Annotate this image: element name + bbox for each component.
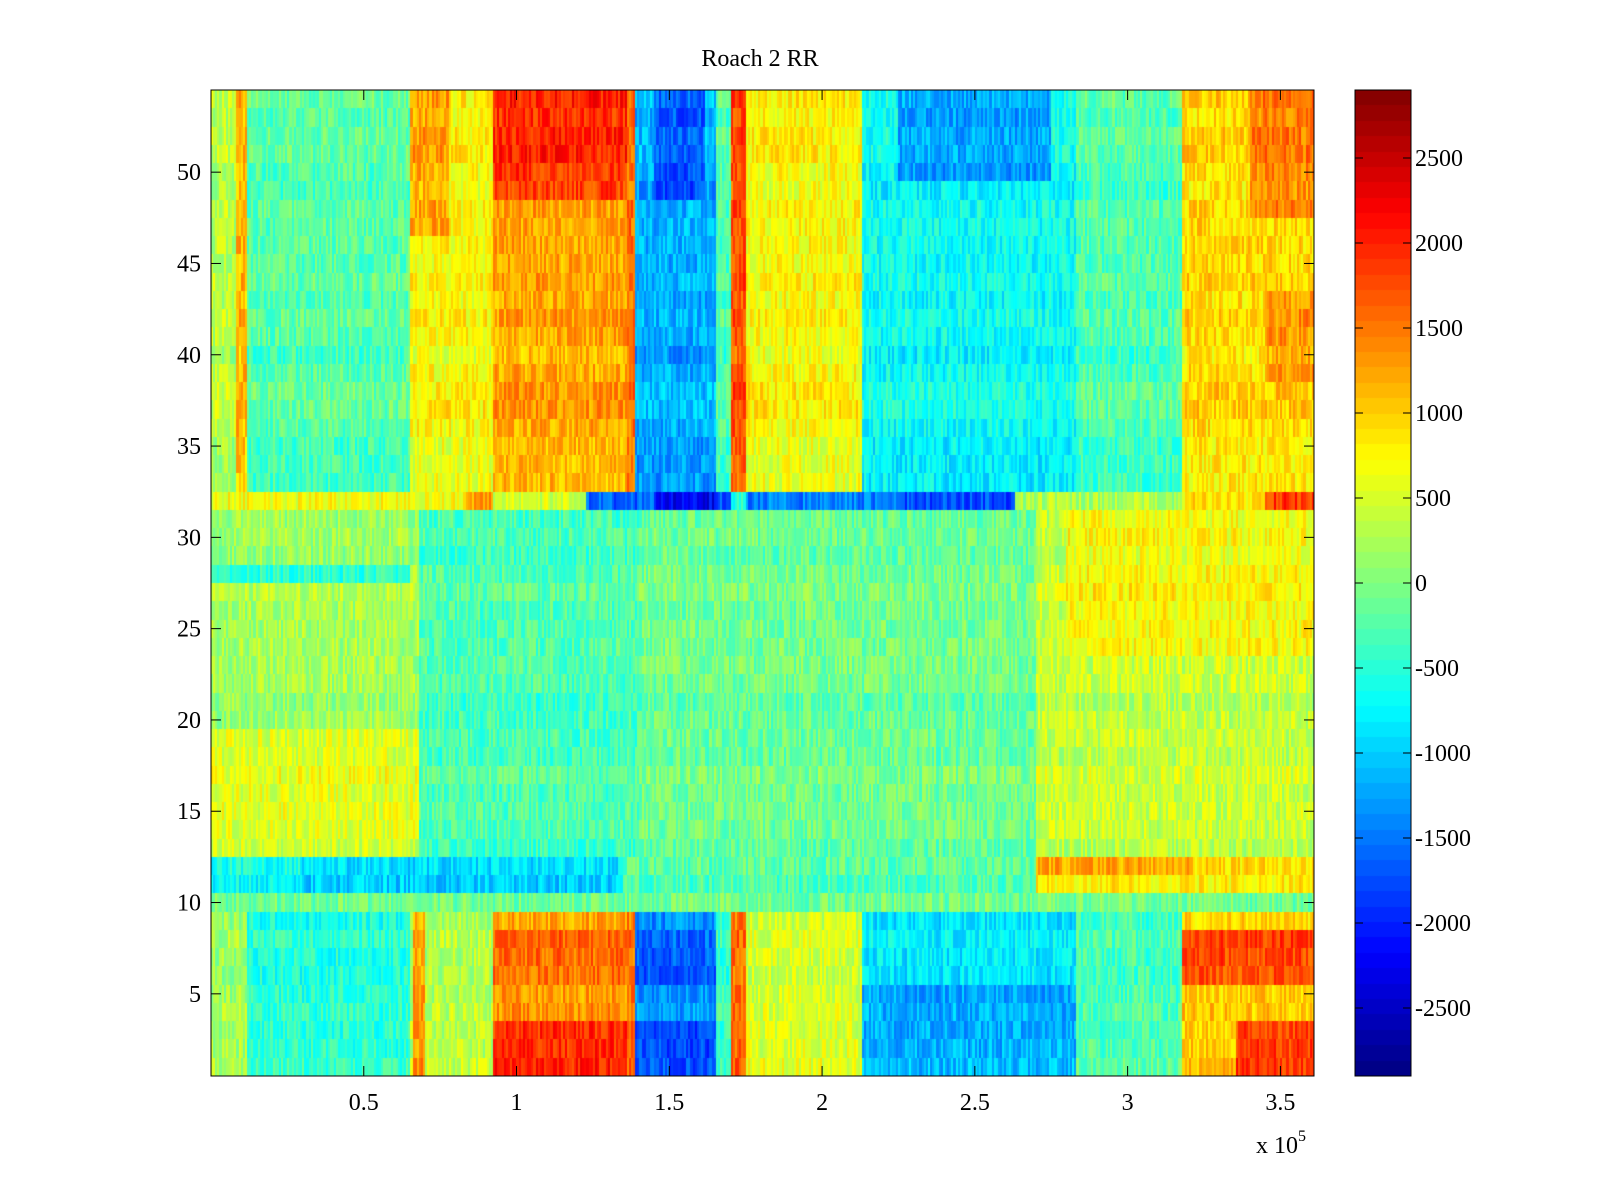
x-tick-label: 2.5 (960, 1090, 990, 1116)
y-tick-label: 15 (177, 799, 201, 825)
colorbar-tick-label: 0 (1415, 571, 1427, 597)
colorbar-tick-label: -1000 (1415, 741, 1471, 767)
colorbar-tick-label: 1000 (1415, 401, 1463, 427)
y-tick-label: 50 (177, 160, 201, 186)
x-axis-multiplier-prefix: x 10 (1256, 1133, 1298, 1159)
x-tick-label: 0.5 (349, 1090, 379, 1116)
colorbar-axis: 2500 2000 1500 1000 500 0 -500 -1000 -1500 -2000 -… (1355, 146, 1471, 1022)
chart-title: Roach 2 RR (701, 46, 818, 72)
y-tick-label: 10 (177, 891, 201, 917)
y-tick-label: 5 (189, 982, 201, 1008)
y-tick-label: 35 (177, 434, 201, 460)
y-tick-label: 40 (177, 343, 201, 369)
heatmap-image (211, 90, 1314, 1076)
y-tick-label: 20 (177, 708, 201, 734)
x-tick-label: 1.5 (654, 1090, 684, 1116)
x-axis: 0.5 1 1.5 2 2.5 3 3.5 (349, 90, 1295, 1116)
x-tick-label: 1 (511, 1090, 523, 1116)
colorbar-tick-label: -2500 (1415, 996, 1471, 1022)
x-tick-label: 3 (1122, 1090, 1134, 1116)
y-tick-label: 25 (177, 617, 201, 643)
colorbar-tick-label: 1500 (1415, 316, 1463, 342)
colorbar-gradient (1355, 90, 1411, 1076)
x-axis-multiplier-exponent: 5 (1298, 1128, 1306, 1145)
y-axis: 5 10 15 20 25 30 35 40 45 50 (177, 160, 1314, 1008)
colorbar-tick-label: 500 (1415, 486, 1451, 512)
colorbar-tick-label: 2000 (1415, 231, 1463, 257)
x-axis-multiplier: x 105 (1256, 1128, 1306, 1159)
x-tick-label: 3.5 (1265, 1090, 1295, 1116)
colorbar-tick-label: 2500 (1415, 146, 1463, 172)
x-tick-label: 2 (816, 1090, 828, 1116)
plot-frame (210, 89, 1315, 1077)
y-tick-label: 30 (177, 525, 201, 551)
colorbar-tick-label: -1500 (1415, 826, 1471, 852)
colorbar-tick-label: -2000 (1415, 911, 1471, 937)
y-tick-label: 45 (177, 251, 201, 277)
colorbar-tick-label: -500 (1415, 656, 1459, 682)
